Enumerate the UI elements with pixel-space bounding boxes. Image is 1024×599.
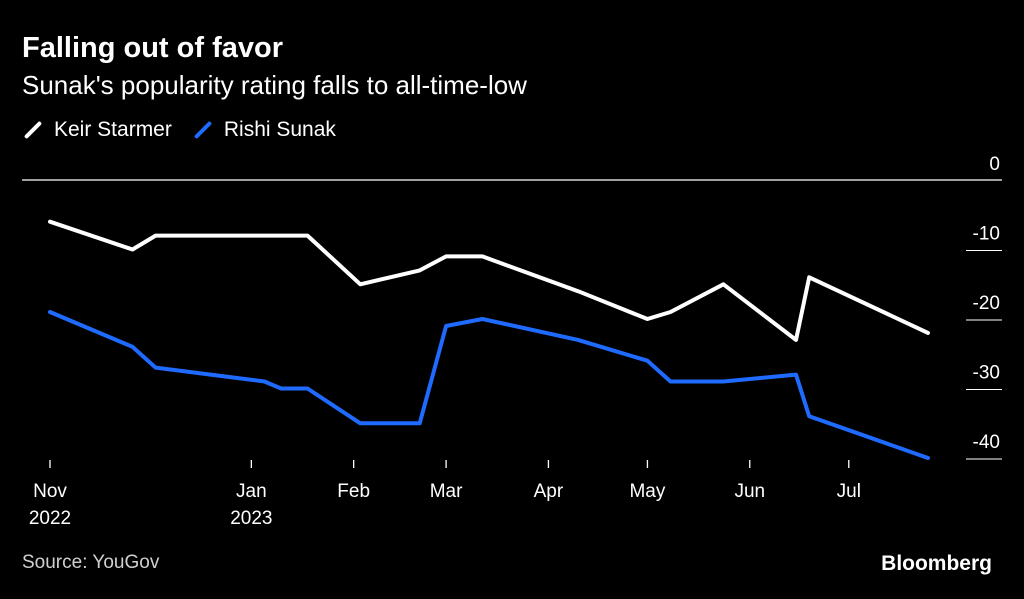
x-tick-label: Nov <box>33 481 67 502</box>
x-tick-label: Jul <box>837 481 861 502</box>
legend-item-keir-starmer: Keir Starmer <box>22 118 172 142</box>
y-tick-label: -30 <box>973 363 1000 384</box>
y-tick-label: -10 <box>973 224 1000 245</box>
legend-label-rishi-sunak: Rishi Sunak <box>223 118 336 141</box>
x-tick-label: Jan <box>236 481 267 502</box>
series-line-keir-starmer <box>48 219 930 342</box>
x-tick-label: Apr <box>534 481 564 502</box>
y-tick-label: 0 <box>989 154 1000 175</box>
x-tick-label: May <box>629 481 665 502</box>
chart-title: Falling out of favor <box>22 32 283 64</box>
source-note: Source: YouGov <box>22 552 160 573</box>
x-tick-label: Feb <box>337 481 370 502</box>
legend-label-keir-starmer: Keir Starmer <box>54 118 172 141</box>
x-tick-label: Mar <box>430 481 463 502</box>
x-tick-label: Jun <box>734 481 765 502</box>
x-tick-label-year: 2023 <box>230 508 272 529</box>
series-line-rishi-sunak <box>48 310 930 460</box>
y-tick-label: -40 <box>973 432 1000 453</box>
bloomberg-logo: Bloomberg <box>881 552 992 575</box>
x-tick-label-year: 2022 <box>29 508 71 529</box>
legend-item-rishi-sunak: Rishi Sunak <box>192 118 336 142</box>
chart-subtitle: Sunak's popularity rating falls to all-t… <box>22 70 527 100</box>
legend: Keir Starmer Rishi Sunak <box>22 118 356 142</box>
y-tick-label: -20 <box>973 293 1000 314</box>
